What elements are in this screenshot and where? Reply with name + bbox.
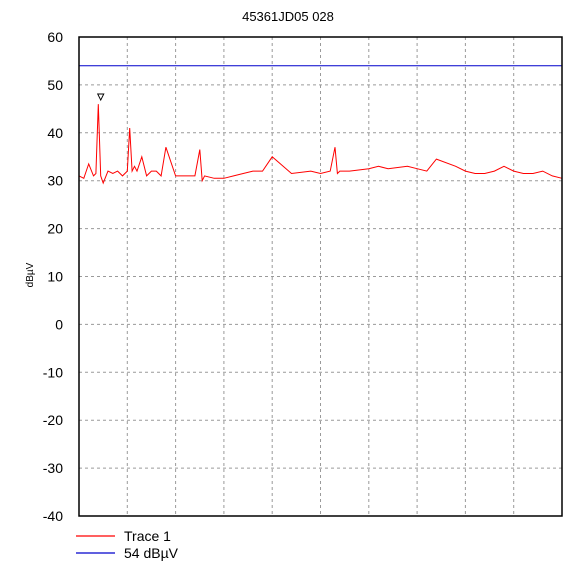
y-tick-label: -20	[43, 412, 63, 428]
trace-line	[78, 104, 563, 185]
y-tick-label: 30	[47, 173, 63, 189]
legend-label: Trace 1	[124, 528, 171, 544]
y-tick-label: -30	[43, 460, 63, 476]
y-tick-labels: 60 50 40 30 20 10 0 -10 -20 -30 -40	[43, 29, 63, 524]
peak-marker-icon	[96, 93, 105, 102]
legend: Trace 154 dBµV	[76, 528, 179, 561]
y-tick-label: 0	[55, 316, 63, 332]
chart-title: 45361JD05 028	[242, 9, 334, 24]
y-tick-label: 10	[47, 269, 63, 285]
grid	[79, 37, 562, 516]
series-layer	[78, 65, 563, 185]
legend-label: 54 dBµV	[124, 545, 179, 561]
y-tick-label: 20	[47, 221, 63, 237]
y-axis-label: dBµV	[25, 262, 36, 287]
plot-frame	[78, 36, 563, 517]
y-tick-label: -40	[43, 508, 63, 524]
y-tick-label: 40	[47, 125, 63, 141]
y-tick-label: -10	[43, 364, 63, 380]
y-tick-label: 50	[47, 77, 63, 93]
y-tick-label: 60	[47, 29, 63, 45]
